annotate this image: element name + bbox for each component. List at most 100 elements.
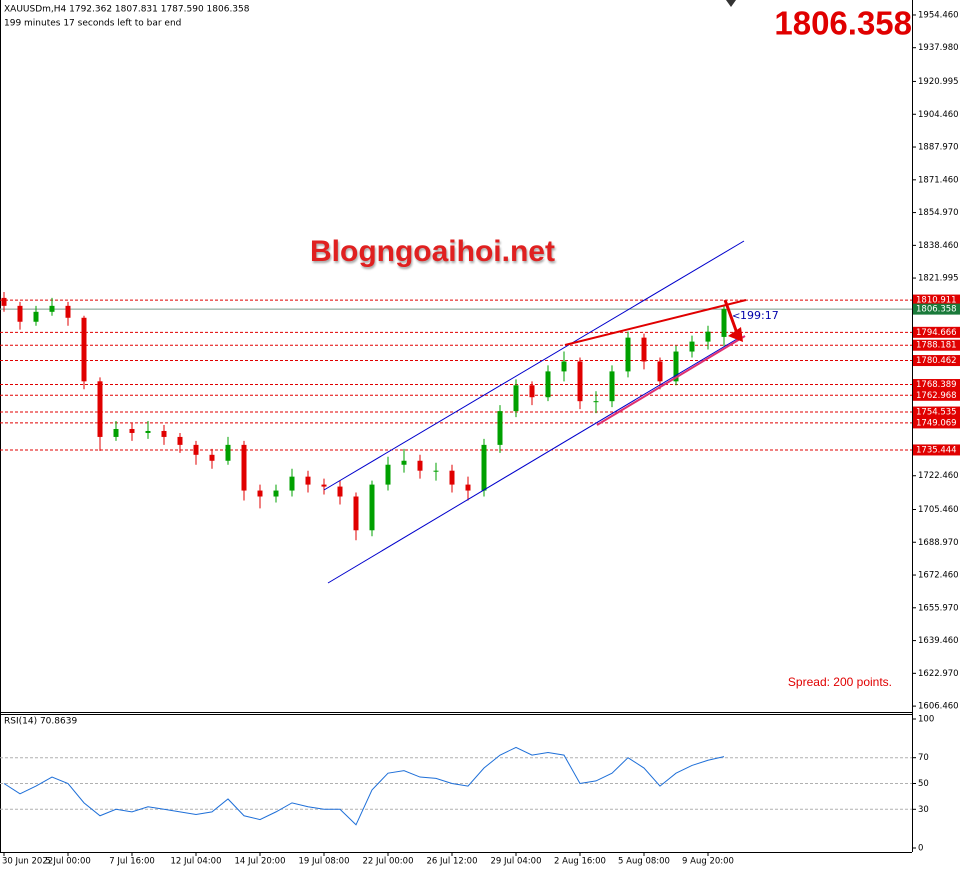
y-tick-label: 1838.460 (918, 241, 959, 251)
candle-body (81, 317, 87, 382)
watermark: Blogngoaihoi.net (310, 235, 555, 268)
level-label: 1762.968 (916, 391, 957, 401)
candle-body (481, 444, 487, 491)
x-tick-label: 22 Jul 00:00 (363, 857, 414, 867)
y-tick-label: 0 (918, 844, 923, 854)
candle-body (577, 361, 583, 402)
countdown: 199:17 (740, 309, 779, 322)
candle-body (417, 460, 423, 471)
rsi-panel: 100 70 50 30 0 (0, 715, 934, 854)
spread: Spread: 200 points. (788, 675, 892, 689)
candle-body (449, 470, 455, 485)
candle-body (65, 305, 71, 318)
candle-body (545, 371, 551, 398)
y-tick-label: 1954.460 (918, 10, 959, 20)
arrow-shaft (723, 299, 740, 337)
price-label: 1806.358 (916, 305, 957, 315)
candle-body (33, 311, 39, 322)
candle-body (257, 490, 263, 497)
y-tick-label: 100 (918, 715, 934, 725)
level-label: 1780.462 (916, 356, 957, 366)
candle-body (561, 361, 567, 372)
x-tick-label: 19 Jul 08:00 (299, 857, 350, 867)
y-tick-label: 1606.460 (918, 702, 959, 712)
y-tick-label: 1854.970 (918, 208, 959, 218)
candle-body (49, 305, 55, 312)
candle-body (593, 401, 599, 403)
candle-body (321, 484, 327, 487)
big-price: 1806.358 (774, 5, 912, 42)
candle-body (161, 430, 167, 437)
x-tick-label: 2 Aug 16:00 (554, 857, 606, 867)
candle-body (17, 305, 23, 322)
wedge-upper (564, 299, 747, 346)
level-label-box (913, 406, 960, 418)
candle-body (433, 470, 439, 472)
y-tick-label: 50 (918, 779, 929, 789)
y-tick-label: 1904.460 (918, 110, 959, 120)
wedge-lower (596, 335, 746, 426)
rsi-line (3, 746, 725, 826)
candle-body (529, 385, 535, 398)
channel-lower (327, 335, 743, 584)
y-tick-label: 70 (918, 753, 929, 763)
candle-body (193, 444, 199, 455)
candle-body (353, 496, 359, 531)
y-tick-label: 1622.970 (918, 669, 959, 679)
candle-body (689, 341, 695, 352)
candle-body (401, 460, 407, 465)
x-tick-label: 12 Jul 04:00 (171, 857, 222, 867)
candle-body (625, 337, 631, 372)
level-label-box (913, 355, 960, 367)
candle-body (369, 484, 375, 531)
x-tick-label: 26 Jul 12:00 (427, 857, 478, 867)
level-label-box (913, 417, 960, 429)
level-label: 1810.911 (916, 296, 957, 306)
y-tick-label: 1920.995 (918, 77, 959, 87)
y-tick-label: 1639.460 (918, 636, 959, 646)
x-tick-label: 30 Jun 2022 (2, 857, 53, 867)
level-label-box (913, 444, 960, 456)
candle-body (273, 490, 279, 497)
x-tick-label: 29 Jul 04:00 (491, 857, 542, 867)
level-label: 1735.444 (916, 445, 957, 455)
candle-body (609, 371, 615, 402)
candle-body (113, 428, 119, 437)
scroll-marker (726, 0, 736, 7)
y-tick-label: 1722.460 (918, 471, 959, 481)
y-tick-label: 30 (918, 805, 929, 815)
candle-body (177, 436, 183, 445)
level-label-box (913, 294, 960, 306)
y-tick-label: 1821.995 (918, 274, 959, 284)
y-tick-label: 1672.460 (918, 571, 959, 581)
candle-body (465, 484, 471, 491)
candle-body (657, 361, 663, 382)
level-label-box (913, 379, 960, 391)
candle-body (225, 444, 231, 461)
y-tick-label: 1871.460 (918, 175, 959, 185)
level-label: 1794.666 (916, 328, 957, 338)
candle-body (497, 411, 503, 445)
candles (1, 291, 727, 541)
candle-body (209, 454, 215, 461)
y-tick-label: 1887.970 (918, 143, 959, 153)
candle-body (641, 337, 647, 362)
candle-body (289, 476, 295, 491)
candle-body (305, 476, 311, 485)
level-label: 1749.069 (916, 418, 957, 428)
price-label-box (913, 303, 960, 315)
candle-body (1, 297, 7, 306)
x-tick-label: 9 Aug 20:00 (682, 857, 734, 867)
level-label-box (913, 339, 960, 351)
candle-body (97, 381, 103, 437)
x-tick-label: 7 Jul 16:00 (109, 857, 155, 867)
rsi-title: RSI(14) 70.8639 (4, 717, 77, 727)
y-tick-label: 1937.980 (918, 43, 959, 53)
candle-body (673, 351, 679, 382)
x-tick-label: 5 Aug 08:00 (618, 857, 670, 867)
level-label: 1768.389 (916, 380, 957, 390)
candle-body (721, 309, 727, 337)
chart-subtitle: 199 minutes 17 seconds left to bar end (4, 19, 181, 29)
level-label-box (913, 326, 960, 338)
